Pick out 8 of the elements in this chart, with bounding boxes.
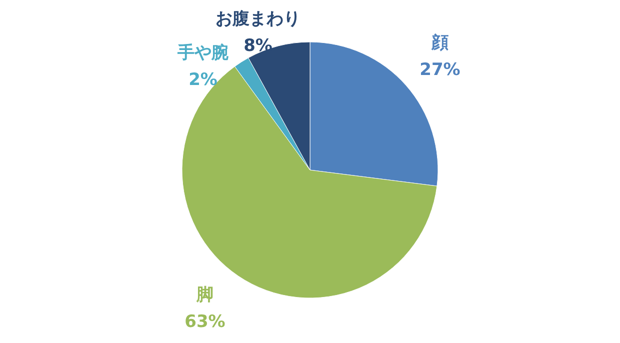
- slice-label: 脚: [196, 285, 214, 305]
- data-label: 2%: [188, 70, 218, 90]
- slice-label: お腹まわり: [216, 9, 300, 29]
- slice-label: 顔: [430, 33, 448, 53]
- data-label: 63%: [184, 312, 226, 332]
- data-label: 27%: [420, 60, 460, 80]
- data-label: 8%: [244, 36, 272, 56]
- slice-label: 手や腕: [176, 43, 228, 63]
